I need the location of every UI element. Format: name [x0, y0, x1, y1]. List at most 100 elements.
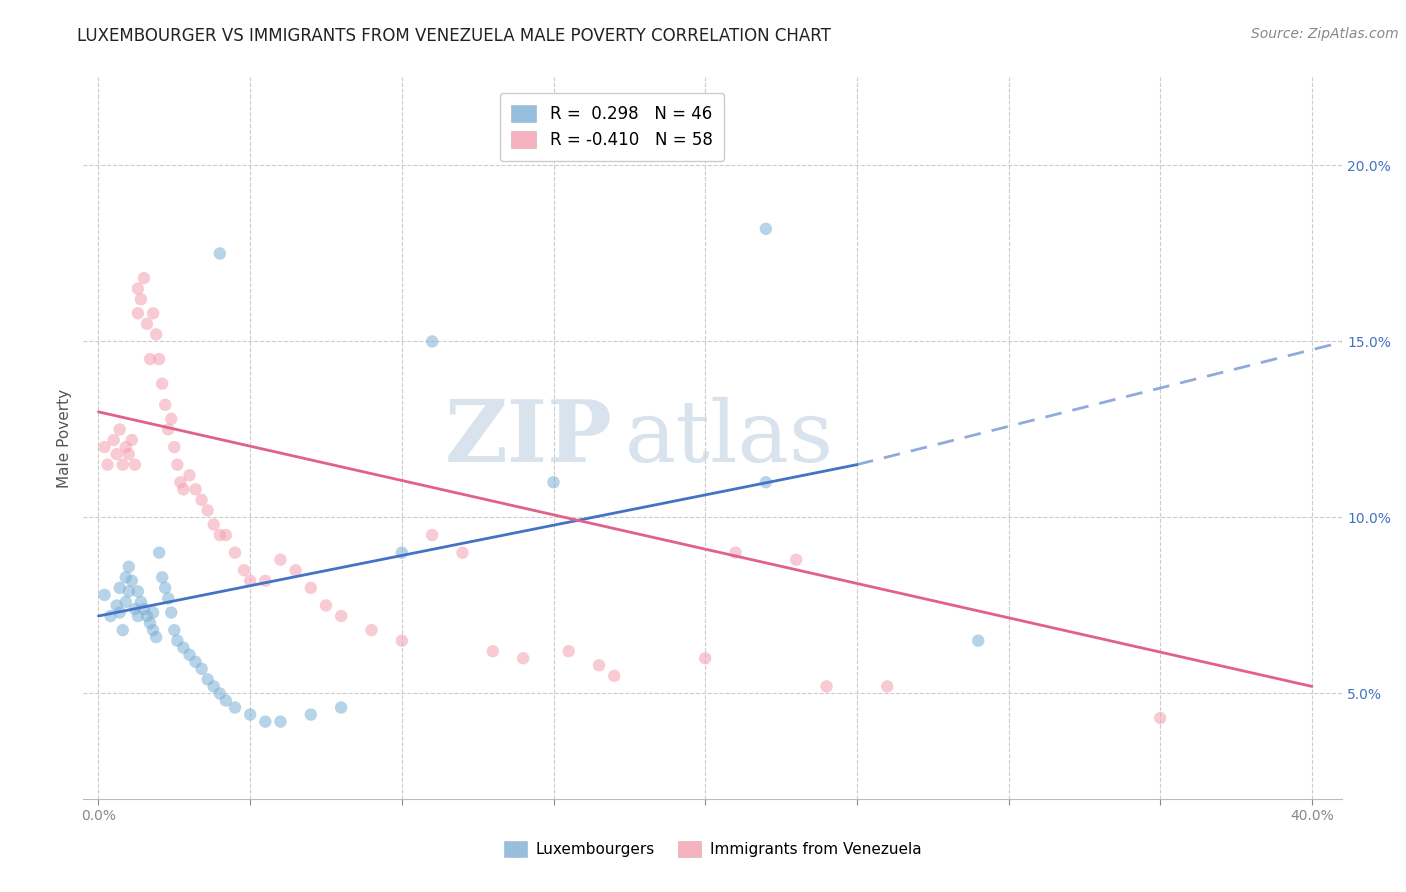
- Point: [166, 458, 188, 472]
- Point: [121, 433, 143, 447]
- Point: [114, 440, 136, 454]
- Point: [127, 282, 149, 296]
- Point: [118, 559, 141, 574]
- Point: [157, 591, 180, 606]
- Point: [202, 517, 225, 532]
- Point: [132, 271, 155, 285]
- Point: [360, 623, 382, 637]
- Point: [127, 306, 149, 320]
- Point: [169, 475, 191, 490]
- Text: ZIP: ZIP: [444, 396, 612, 480]
- Text: atlas: atlas: [624, 397, 834, 480]
- Point: [139, 615, 162, 630]
- Point: [603, 669, 626, 683]
- Point: [172, 640, 194, 655]
- Point: [93, 588, 115, 602]
- Point: [785, 552, 807, 566]
- Point: [391, 633, 413, 648]
- Point: [724, 546, 747, 560]
- Point: [876, 680, 898, 694]
- Point: [142, 623, 165, 637]
- Point: [512, 651, 534, 665]
- Point: [105, 447, 128, 461]
- Point: [108, 422, 131, 436]
- Point: [755, 222, 778, 236]
- Point: [157, 422, 180, 436]
- Point: [179, 648, 201, 662]
- Point: [97, 458, 120, 472]
- Point: [254, 714, 277, 729]
- Point: [330, 609, 353, 624]
- Point: [114, 570, 136, 584]
- Point: [557, 644, 579, 658]
- Point: [118, 447, 141, 461]
- Point: [190, 492, 212, 507]
- Point: [118, 584, 141, 599]
- Point: [197, 503, 219, 517]
- Point: [269, 714, 291, 729]
- Text: Source: ZipAtlas.com: Source: ZipAtlas.com: [1251, 27, 1399, 41]
- Y-axis label: Male Poverty: Male Poverty: [58, 389, 72, 488]
- Point: [420, 334, 443, 349]
- Point: [148, 352, 170, 367]
- Point: [163, 440, 186, 454]
- Point: [299, 707, 322, 722]
- Point: [254, 574, 277, 588]
- Point: [815, 680, 838, 694]
- Point: [136, 317, 159, 331]
- Point: [145, 630, 167, 644]
- Point: [184, 483, 207, 497]
- Point: [136, 609, 159, 624]
- Point: [482, 644, 505, 658]
- Point: [124, 602, 146, 616]
- Point: [1149, 711, 1171, 725]
- Point: [153, 581, 176, 595]
- Point: [160, 606, 183, 620]
- Point: [127, 609, 149, 624]
- Point: [100, 609, 122, 624]
- Point: [172, 483, 194, 497]
- Point: [145, 327, 167, 342]
- Legend: R =  0.298   N = 46, R = -0.410   N = 58: R = 0.298 N = 46, R = -0.410 N = 58: [499, 93, 724, 161]
- Point: [299, 581, 322, 595]
- Point: [239, 707, 262, 722]
- Point: [142, 306, 165, 320]
- Point: [224, 546, 246, 560]
- Point: [132, 602, 155, 616]
- Point: [111, 458, 134, 472]
- Point: [755, 475, 778, 490]
- Point: [420, 528, 443, 542]
- Point: [114, 595, 136, 609]
- Point: [967, 633, 990, 648]
- Point: [93, 440, 115, 454]
- Point: [127, 584, 149, 599]
- Point: [224, 700, 246, 714]
- Point: [105, 599, 128, 613]
- Point: [139, 352, 162, 367]
- Point: [179, 468, 201, 483]
- Point: [150, 376, 173, 391]
- Point: [315, 599, 337, 613]
- Point: [153, 398, 176, 412]
- Point: [208, 528, 231, 542]
- Point: [215, 528, 238, 542]
- Point: [391, 546, 413, 560]
- Point: [208, 686, 231, 700]
- Point: [108, 606, 131, 620]
- Point: [284, 563, 307, 577]
- Point: [160, 412, 183, 426]
- Point: [103, 433, 125, 447]
- Point: [330, 700, 353, 714]
- Point: [190, 662, 212, 676]
- Point: [129, 595, 152, 609]
- Point: [588, 658, 610, 673]
- Point: [215, 693, 238, 707]
- Point: [208, 246, 231, 260]
- Point: [233, 563, 256, 577]
- Point: [269, 552, 291, 566]
- Point: [108, 581, 131, 595]
- Point: [184, 655, 207, 669]
- Point: [129, 292, 152, 306]
- Text: LUXEMBOURGER VS IMMIGRANTS FROM VENEZUELA MALE POVERTY CORRELATION CHART: LUXEMBOURGER VS IMMIGRANTS FROM VENEZUEL…: [77, 27, 831, 45]
- Point: [239, 574, 262, 588]
